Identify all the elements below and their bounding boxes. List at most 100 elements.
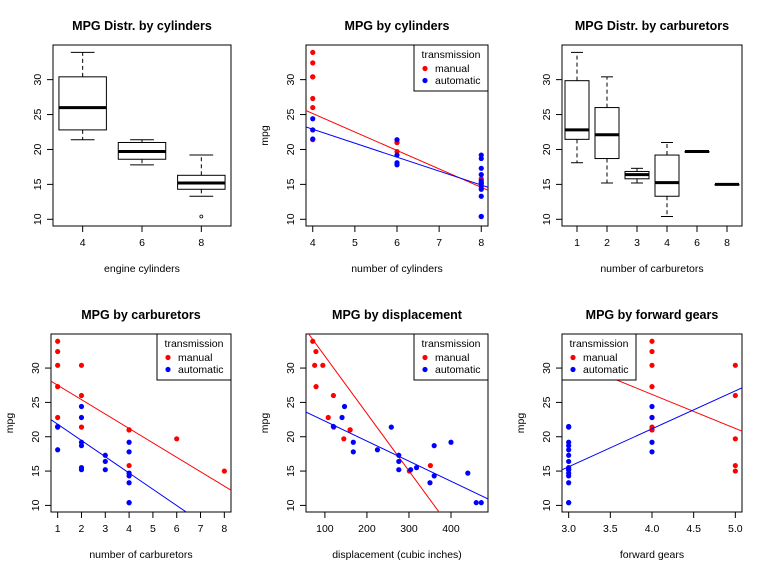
data-point-manual — [649, 338, 655, 344]
x-tick-label: 4.5 — [686, 523, 701, 535]
panel-3: MPG Distr. by carburetors number of carbu… — [541, 19, 743, 275]
x-tick-label: 6 — [139, 237, 145, 249]
x-tick-label: 6 — [394, 237, 400, 249]
y-axis-label: mpg — [259, 125, 271, 146]
chart-title: MPG by cylinders — [345, 19, 450, 33]
data-point-automatic — [465, 470, 471, 476]
box-4 — [654, 141, 680, 218]
y-tick-label: 10 — [285, 499, 297, 511]
y-tick-label: 25 — [285, 396, 297, 408]
plot-frame — [561, 44, 743, 227]
data-point-automatic — [566, 458, 572, 465]
data-point-automatic — [78, 467, 85, 473]
data-point-manual — [221, 468, 227, 474]
data-point-automatic — [649, 439, 655, 445]
data-point-manual — [313, 348, 319, 355]
data-point-automatic — [310, 127, 316, 133]
panel-2: MPG by cylinders number of cylinders mpg 10… — [259, 19, 489, 275]
data-point-automatic — [566, 480, 572, 486]
y-tick-label: 15 — [285, 178, 297, 190]
y-tick-label: 20 — [285, 143, 297, 155]
x-tick-label: 8 — [221, 523, 227, 535]
data-point-automatic — [566, 439, 572, 445]
data-point-manual — [55, 362, 61, 368]
data-point-automatic — [427, 480, 433, 486]
y-tick-label: 20 — [30, 431, 42, 443]
panel-4: MPG by carburetors number of carburetors m… — [4, 308, 232, 561]
box-outlier — [199, 214, 204, 219]
series-automatic — [51, 403, 188, 512]
data-point-automatic — [78, 403, 85, 410]
box-body — [58, 76, 107, 131]
x-tick-label: 3.5 — [603, 523, 618, 535]
y-tick-label: 15 — [32, 178, 44, 190]
legend-label-automatic: automatic — [583, 364, 629, 376]
data-point-automatic — [55, 447, 61, 453]
legend-marker-automatic — [422, 77, 428, 84]
data-point-manual — [732, 462, 738, 469]
box-4 — [58, 51, 107, 141]
y-tick-label: 15 — [541, 178, 553, 190]
data-point-automatic — [339, 414, 345, 421]
data-point-automatic — [566, 452, 572, 458]
y-tick-label: 10 — [32, 213, 44, 225]
data-point-manual — [55, 384, 61, 390]
data-point-automatic — [394, 152, 400, 158]
x-tick-label: 8 — [724, 237, 730, 249]
y-tick-label: 15 — [285, 465, 297, 477]
data-point-automatic — [478, 180, 484, 186]
legend-label-manual: manual — [435, 63, 469, 75]
data-point-automatic — [478, 165, 484, 171]
x-tick-label: 3 — [634, 237, 640, 249]
y-tick-label: 25 — [541, 396, 553, 408]
legend-marker-automatic — [165, 366, 171, 373]
y-tick-label: 30 — [285, 362, 297, 374]
y-tick-label: 30 — [30, 362, 42, 374]
data-point-automatic — [566, 467, 572, 473]
legend-marker-manual — [422, 65, 428, 72]
data-point-automatic — [126, 500, 132, 506]
x-tick-label: 4 — [80, 237, 86, 249]
data-point-manual — [330, 392, 337, 399]
y-tick-label: 10 — [285, 213, 297, 225]
x-tick-label: 300 — [400, 523, 418, 535]
data-point-automatic — [350, 449, 356, 455]
data-point-manual — [126, 462, 132, 469]
y-tick-label: 30 — [541, 362, 553, 374]
data-point-manual — [732, 436, 738, 442]
x-tick-label: 7 — [436, 237, 442, 249]
data-point-automatic — [374, 447, 381, 453]
data-point-automatic — [566, 423, 572, 430]
x-tick-label: 8 — [198, 237, 204, 249]
data-point-automatic — [396, 458, 402, 465]
x-tick-label: 4 — [126, 523, 132, 535]
data-point-manual — [313, 384, 319, 390]
x-tick-label: 7 — [198, 523, 204, 535]
data-point-automatic — [478, 213, 484, 220]
x-axis-label: engine cylinders — [104, 263, 180, 275]
legend-label-manual: manual — [583, 352, 617, 364]
data-point-manual — [325, 414, 331, 421]
series-automatic — [562, 387, 742, 506]
box-6 — [117, 139, 167, 166]
data-point-automatic — [566, 500, 572, 506]
legend-label-automatic: automatic — [435, 75, 481, 87]
x-tick-label: 200 — [358, 523, 376, 535]
series-automatic — [306, 403, 488, 506]
data-point-manual — [320, 362, 326, 368]
data-point-manual — [55, 338, 61, 344]
data-point-manual — [427, 462, 433, 469]
y-tick-label: 10 — [541, 213, 553, 225]
data-point-manual — [310, 95, 316, 102]
y-tick-label: 30 — [541, 74, 553, 86]
data-point-automatic — [102, 452, 108, 458]
data-point-automatic — [126, 439, 132, 445]
data-point-manual — [649, 362, 655, 368]
legend-label-automatic: automatic — [435, 364, 481, 376]
x-tick-label: 400 — [442, 523, 460, 535]
data-point-manual — [174, 436, 180, 442]
